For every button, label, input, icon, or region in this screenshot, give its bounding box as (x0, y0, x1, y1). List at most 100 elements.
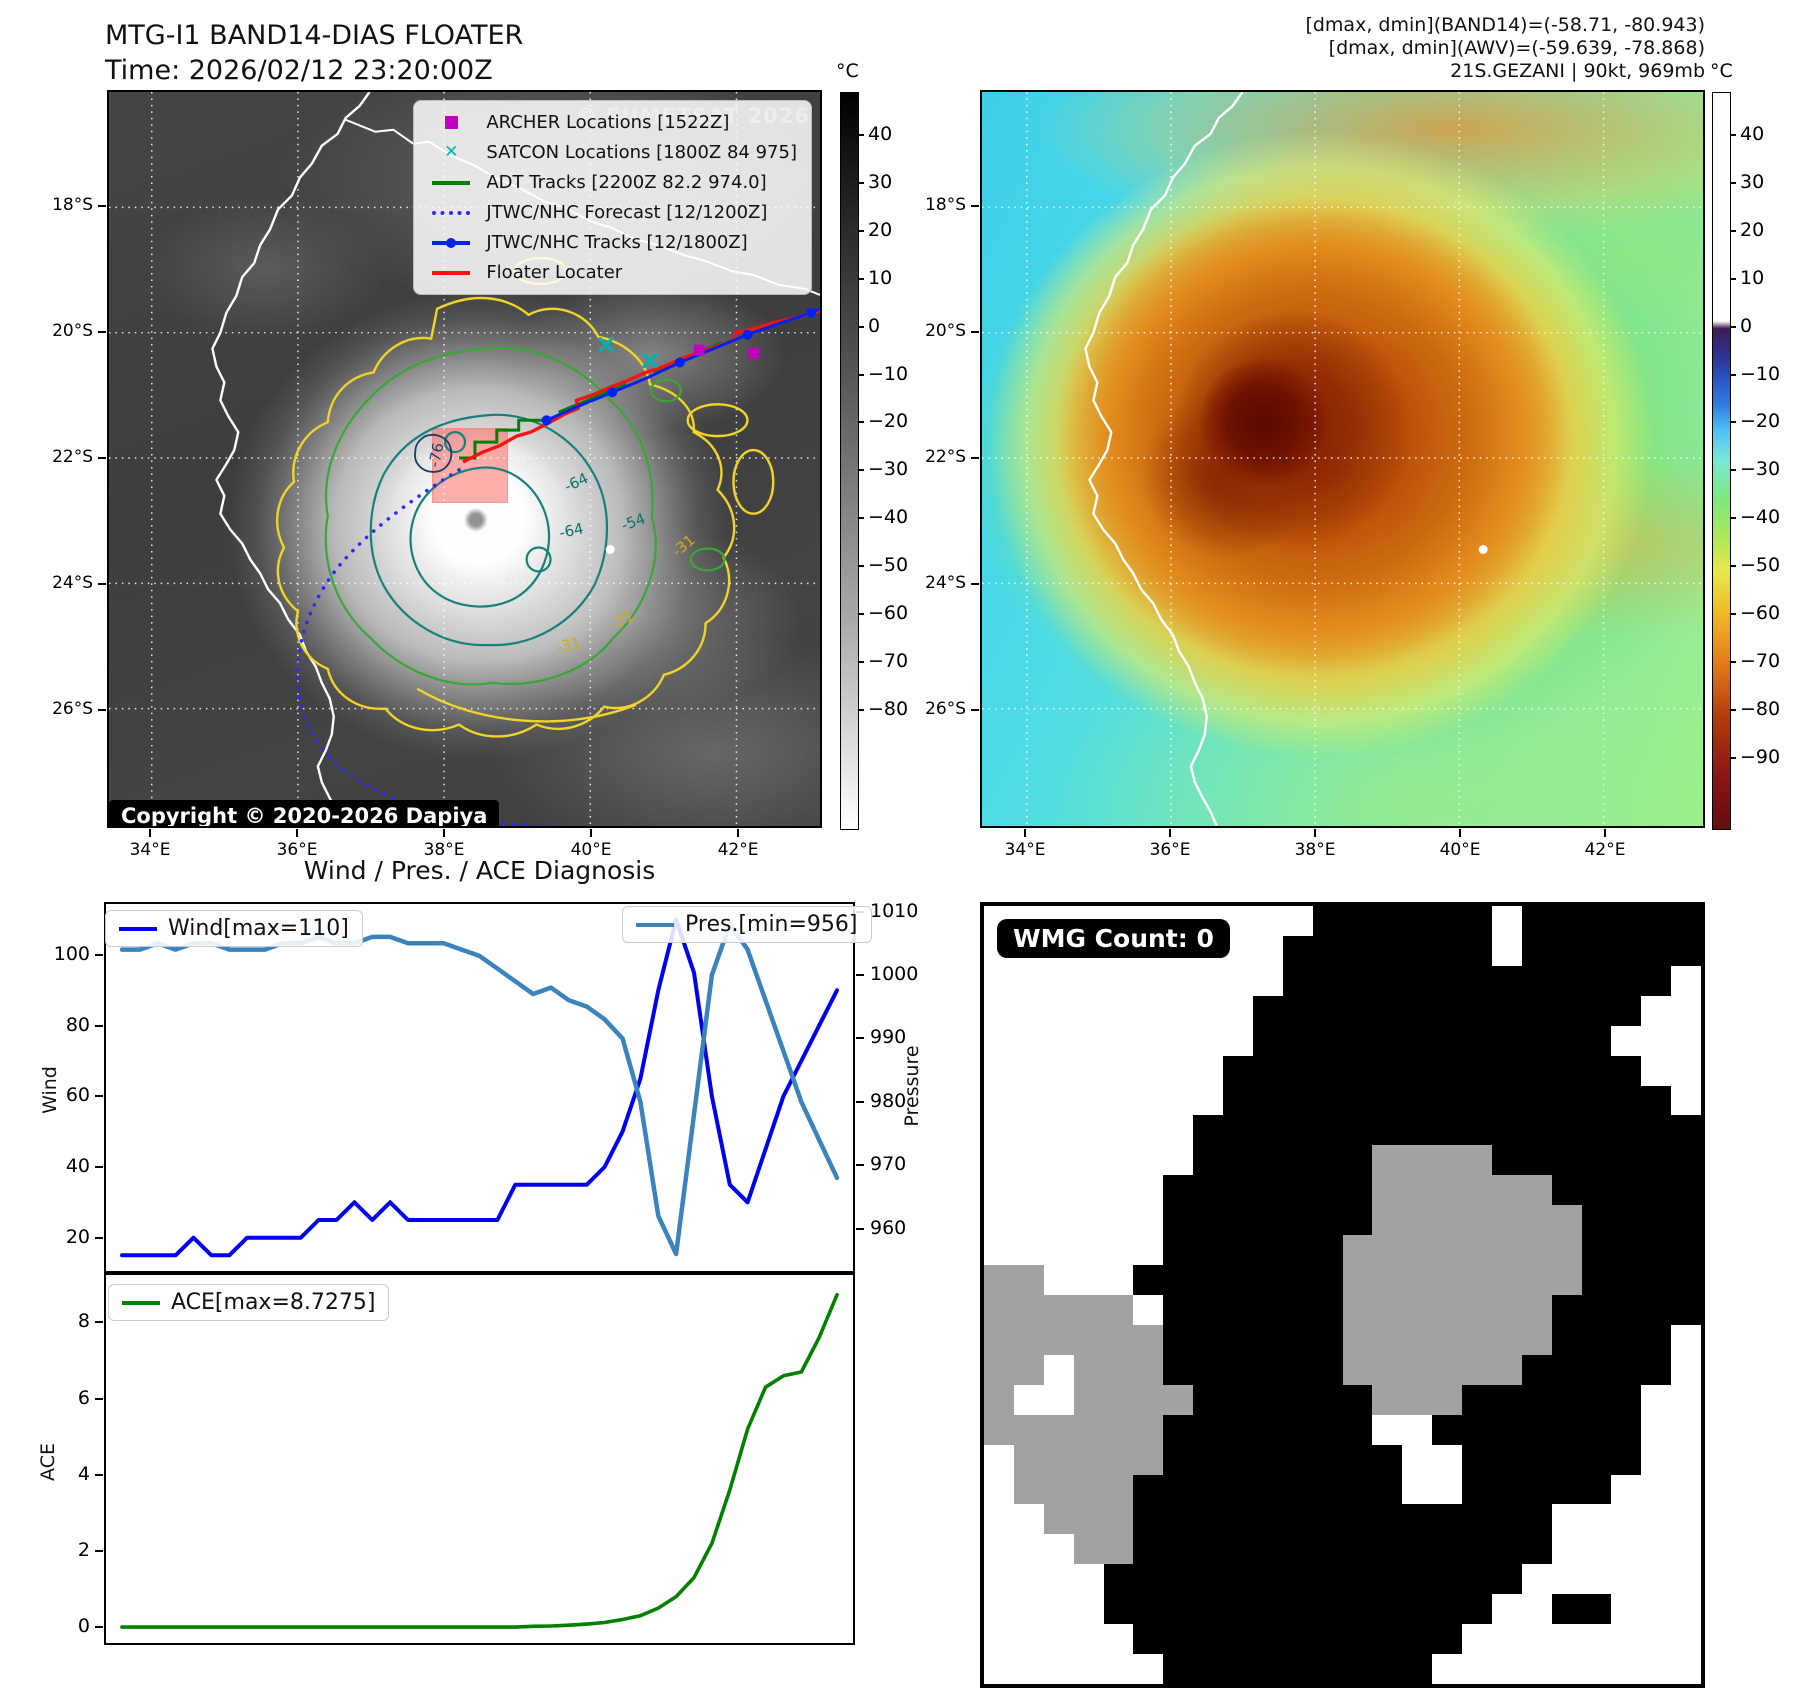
forecast-dotted-line-icon (432, 210, 471, 215)
wmg-cell (1013, 1414, 1044, 1445)
wmg-cell (1641, 1145, 1672, 1176)
wmg-cell (1581, 1384, 1612, 1415)
wmg-cell (1491, 995, 1522, 1026)
wmg-cell (1073, 1235, 1104, 1266)
wmg-cell (1282, 1265, 1313, 1295)
wmg-cell (1043, 1115, 1074, 1146)
legend-item-label: Floater Locater (486, 262, 623, 283)
lat-tick-label: 20°S (925, 321, 966, 341)
wmg-cell (1581, 1115, 1612, 1146)
wmg-cell (1223, 1654, 1253, 1684)
wmg-cell (1312, 1504, 1343, 1535)
wmg-cell (1282, 1654, 1313, 1684)
contour-green-44 (324, 346, 726, 686)
lat-tick-mark (98, 331, 106, 333)
wmg-cell (1671, 1115, 1701, 1146)
wmg-cell (1043, 1384, 1074, 1415)
wmg-cell (1641, 1265, 1672, 1295)
wmg-cell (1193, 1265, 1223, 1295)
right-map-header: [dmax, dmin](BAND14)=(-58.71, -80.943) [… (1305, 14, 1705, 83)
lon-tick-mark (1604, 829, 1606, 837)
wmg-cell (1103, 1354, 1134, 1385)
wmg-cell (1193, 1175, 1223, 1206)
colorbar-tick-label: 30 (1740, 170, 1765, 193)
charts-section-title: Wind / Pres. / ACE Diagnosis (303, 856, 656, 885)
wmg-cell (1641, 1055, 1672, 1086)
ace-tick-mark (95, 1549, 103, 1552)
wmg-cell (1671, 1594, 1701, 1625)
colorbar-tick-label: 0 (1740, 314, 1753, 337)
wmg-cell (1043, 1294, 1074, 1325)
wmg-cell (1402, 1175, 1433, 1206)
wmg-cell (1402, 1384, 1433, 1415)
wmg-cell (1432, 1294, 1462, 1325)
archer-location-markers (693, 344, 760, 359)
x-marker-cell: ✕ (428, 144, 474, 161)
wmg-cell (1312, 1444, 1343, 1475)
wmg-cell (1043, 1265, 1074, 1295)
colorbar-tick-mark (1730, 708, 1736, 711)
pressure-tick-label: 980 (870, 1089, 907, 1112)
pressure-tick-label: 990 (870, 1026, 907, 1049)
wmg-cell (1521, 1474, 1552, 1505)
wind-tick-label: 40 (65, 1155, 90, 1177)
wmg-cell (1103, 1624, 1134, 1655)
wmg-cell (1163, 1354, 1194, 1385)
wmg-cell (1581, 965, 1612, 996)
wmg-cell (1312, 1115, 1343, 1146)
wmg-cell (1312, 1055, 1343, 1086)
wmg-cell (1671, 1354, 1701, 1385)
wmg-cell (1491, 1294, 1522, 1325)
wmg-cell (1193, 965, 1223, 996)
wmg-cell (1103, 1265, 1134, 1295)
right-colorbar-unit: °C (1710, 60, 1733, 82)
wmg-cell (1252, 1265, 1283, 1295)
wmg-cell (1163, 1235, 1194, 1266)
wmg-cell (1491, 935, 1522, 966)
wmg-cell (1462, 1354, 1492, 1385)
pressure-line-icon (636, 922, 674, 927)
wmg-cell (1671, 1025, 1701, 1056)
ace-tick-label: 2 (77, 1538, 90, 1561)
wmg-cell (1462, 1235, 1492, 1266)
wmg-cell (1073, 1055, 1104, 1086)
wmg-cell (1193, 1085, 1223, 1116)
wmg-cell (1641, 1324, 1672, 1355)
contour-label: -31 (555, 634, 583, 657)
wmg-cell (1013, 1265, 1044, 1295)
wmg-cell (1013, 1025, 1044, 1056)
axes-frame (104, 1273, 855, 1645)
pressure-tick-mark (856, 1100, 864, 1103)
ace-tick-label: 8 (77, 1310, 90, 1333)
wmg-cell (1193, 1504, 1223, 1535)
wmg-cell (1282, 1235, 1313, 1266)
wmg-cell (1342, 1384, 1373, 1415)
wmg-cell (1581, 906, 1612, 936)
wmg-cell (1641, 1504, 1672, 1535)
wmg-cell (1521, 1265, 1552, 1295)
wmg-cell (1671, 1265, 1701, 1295)
wmg-cell (1641, 1564, 1672, 1595)
wmg-cell (1462, 1085, 1492, 1116)
wmg-cell (1641, 1654, 1672, 1684)
wmg-cell (1581, 1175, 1612, 1206)
wmg-cell (1402, 1025, 1433, 1056)
wmg-cell (1103, 1324, 1134, 1355)
wmg-cell (1252, 1145, 1283, 1176)
wmg-cell (1521, 935, 1552, 966)
wmg-cell (1581, 1354, 1612, 1385)
lat-tick-mark (971, 457, 979, 459)
wmg-cell (1462, 906, 1492, 936)
wmg-cell (1402, 906, 1433, 936)
wmg-cell (1312, 1265, 1343, 1295)
wmg-cell (1342, 1414, 1373, 1445)
wmg-cell (1223, 1504, 1253, 1535)
wmg-cell (1342, 1534, 1373, 1565)
wmg-cell (1163, 1025, 1194, 1056)
wmg-cell (1551, 935, 1582, 966)
wmg-cell (1581, 1504, 1612, 1535)
wmg-cell (1043, 1085, 1074, 1116)
wmg-cell (1282, 1384, 1313, 1415)
wmg-cell (1103, 1564, 1134, 1595)
wmg-cell (1462, 1654, 1492, 1684)
